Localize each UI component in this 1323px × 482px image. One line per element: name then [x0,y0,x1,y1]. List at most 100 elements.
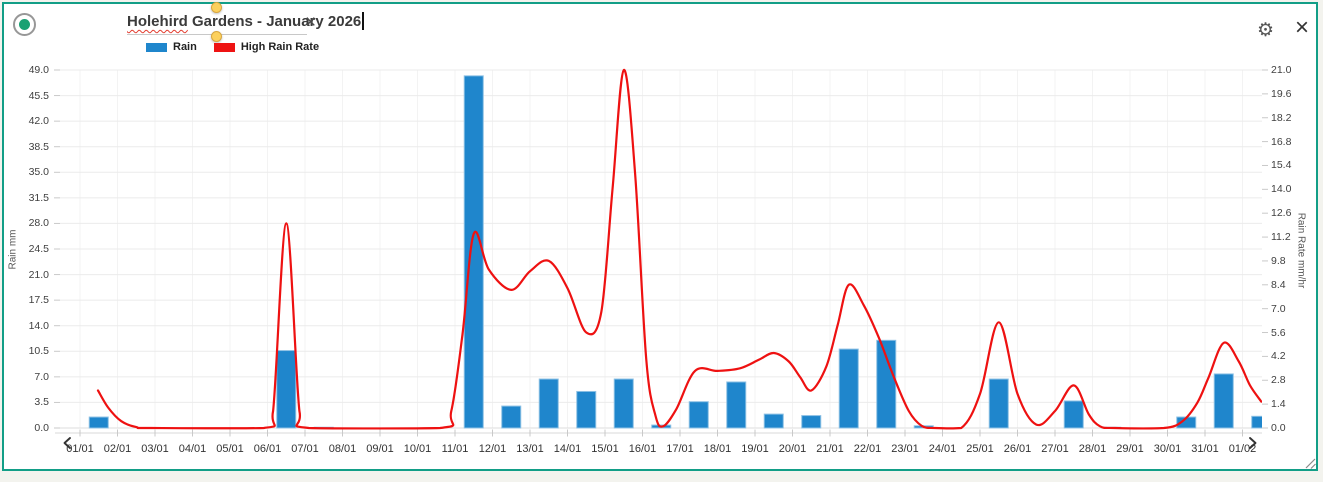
y-tick-label-left: 38.5 [28,140,49,153]
x-tick-label: 16/01 [628,443,657,455]
y-tick-label-right: 8.4 [1271,278,1286,291]
rain-bar[interactable] [1213,373,1234,429]
chart-title-rest: Gardens - January 2026 [187,13,362,30]
x-tick-label: 31/01 [1191,443,1219,455]
chevron-left-icon[interactable] [61,436,74,450]
rain-swatch [146,42,167,52]
rain-bar[interactable] [988,378,1009,429]
rain-bar[interactable] [613,378,634,429]
radio-dot [19,19,30,30]
rain-bar[interactable] [838,348,859,429]
x-tick-label: 05/01 [216,443,244,455]
rain-bar[interactable] [463,75,484,429]
y-tick-label-left: 24.5 [28,243,49,255]
legend-item-high-rain-rate[interactable]: High Rain Rate [213,41,320,53]
rain-bar[interactable] [276,350,297,429]
y-tick-label-right: 15.4 [1271,159,1292,172]
y-tick-label-left: 3.5 [34,396,49,409]
x-tick-label: 30/01 [1153,443,1182,455]
y-tick-label-left: 10.5 [28,345,49,358]
x-tick-label: 23/01 [891,443,919,455]
x-tick-label: 11/01 [441,443,469,455]
y-tick-label-left: 17.5 [28,294,49,307]
y-tick-label-left: 0.0 [34,422,49,434]
x-tick-label: 22/01 [853,443,882,455]
chart-title-word: Holehird [127,13,188,30]
x-tick-label: 19/01 [741,443,769,455]
clear-title-icon[interactable]: × [305,12,317,33]
rain-bar[interactable] [538,378,559,429]
legend: Rain High Rain Rate [146,41,336,53]
x-tick-label: 02/01 [103,443,132,455]
y-tick-label-left: 28.0 [28,217,49,230]
x-tick-label: 10/01 [403,443,432,455]
settings-gear-icon[interactable]: ⚙ [1257,20,1275,41]
rain-bar[interactable] [763,413,784,429]
y-tick-label-right: 19.6 [1271,87,1292,100]
high-rain-rate-swatch [213,42,235,52]
x-tick-label: 26/01 [1003,443,1032,455]
y-tick-label-right: 14.0 [1271,183,1292,196]
y-tick-label-right: 7.0 [1271,302,1286,315]
y-tick-label-left: 42.0 [28,115,49,128]
chart-tile-panel [2,2,1318,471]
y-tick-label-right: 0.0 [1271,422,1286,434]
x-tick-label: 15/01 [591,443,619,455]
x-tick-label: 03/01 [141,443,169,455]
rain-bar[interactable] [726,381,747,429]
y-tick-label-right: 12.6 [1271,207,1292,220]
y-tick-label-left: 49.0 [28,64,49,76]
text-selection-handle-bottom[interactable] [211,31,222,42]
rain-bar[interactable] [1063,400,1084,429]
x-axis [55,429,1262,437]
rain-bar[interactable] [688,401,709,429]
y-tick-label-left: 21.0 [28,268,49,281]
x-tick-label: 24/01 [928,443,957,455]
x-tick-label: 18/01 [703,443,732,455]
x-tick-label: 09/01 [366,443,394,455]
x-tick-label: 27/01 [1041,443,1069,455]
rain-bar[interactable] [1251,415,1271,429]
text-caret [362,12,365,30]
high-rain-rate-line[interactable] [96,68,1262,430]
y-tick-label-right: 11.2 [1271,231,1291,244]
y-tick-label-right: 21.0 [1271,64,1292,76]
x-tick-label: 04/01 [178,443,207,455]
x-tick-label: 07/01 [291,443,319,455]
x-tick-label: 17/01 [666,443,694,455]
x-tick-label: 28/01 [1078,443,1107,455]
y-tick-label-left: 35.0 [28,166,49,179]
x-tick-label: 08/01 [328,443,357,455]
y-tick-label-right: 2.8 [1271,374,1286,387]
y-tick-label-right: 4.2 [1271,350,1286,363]
text-selection-handle-top[interactable] [211,2,222,13]
x-tick-label: 12/01 [478,443,507,455]
close-icon[interactable]: × [1295,14,1310,41]
rain-bar[interactable] [876,339,897,429]
x-tick-label: 01/02 [1228,443,1257,455]
y-tick-label-left: 31.5 [28,191,49,204]
y-tick-label-left: 7.0 [34,370,49,383]
rain-bar[interactable] [576,390,597,429]
x-tick-label: 06/01 [253,443,282,455]
legend-item-rain[interactable]: Rain [146,41,197,53]
rain-bar[interactable] [801,415,822,429]
rain-bar[interactable] [88,416,109,429]
rain-bar[interactable] [501,405,522,429]
legend-label: Rain [173,41,197,53]
legend-label: High Rain Rate [240,41,320,53]
x-tick-label: 21/01 [816,443,844,455]
y-tick-label-right: 1.4 [1271,398,1286,411]
radio-button-selected[interactable] [13,13,36,36]
chevron-right-icon[interactable] [1246,436,1259,450]
x-tick-label: 01/01 [66,443,94,455]
rain-bars-group [88,75,1271,429]
x-tick-label: 29/01 [1116,443,1144,455]
y-tick-label-right: 16.8 [1271,135,1292,148]
x-tick-label: 25/01 [966,443,994,455]
y-tick-label-left: 14.0 [28,319,49,332]
y-tick-label-right: 5.6 [1271,326,1286,339]
resize-handle-icon[interactable] [1303,456,1317,470]
